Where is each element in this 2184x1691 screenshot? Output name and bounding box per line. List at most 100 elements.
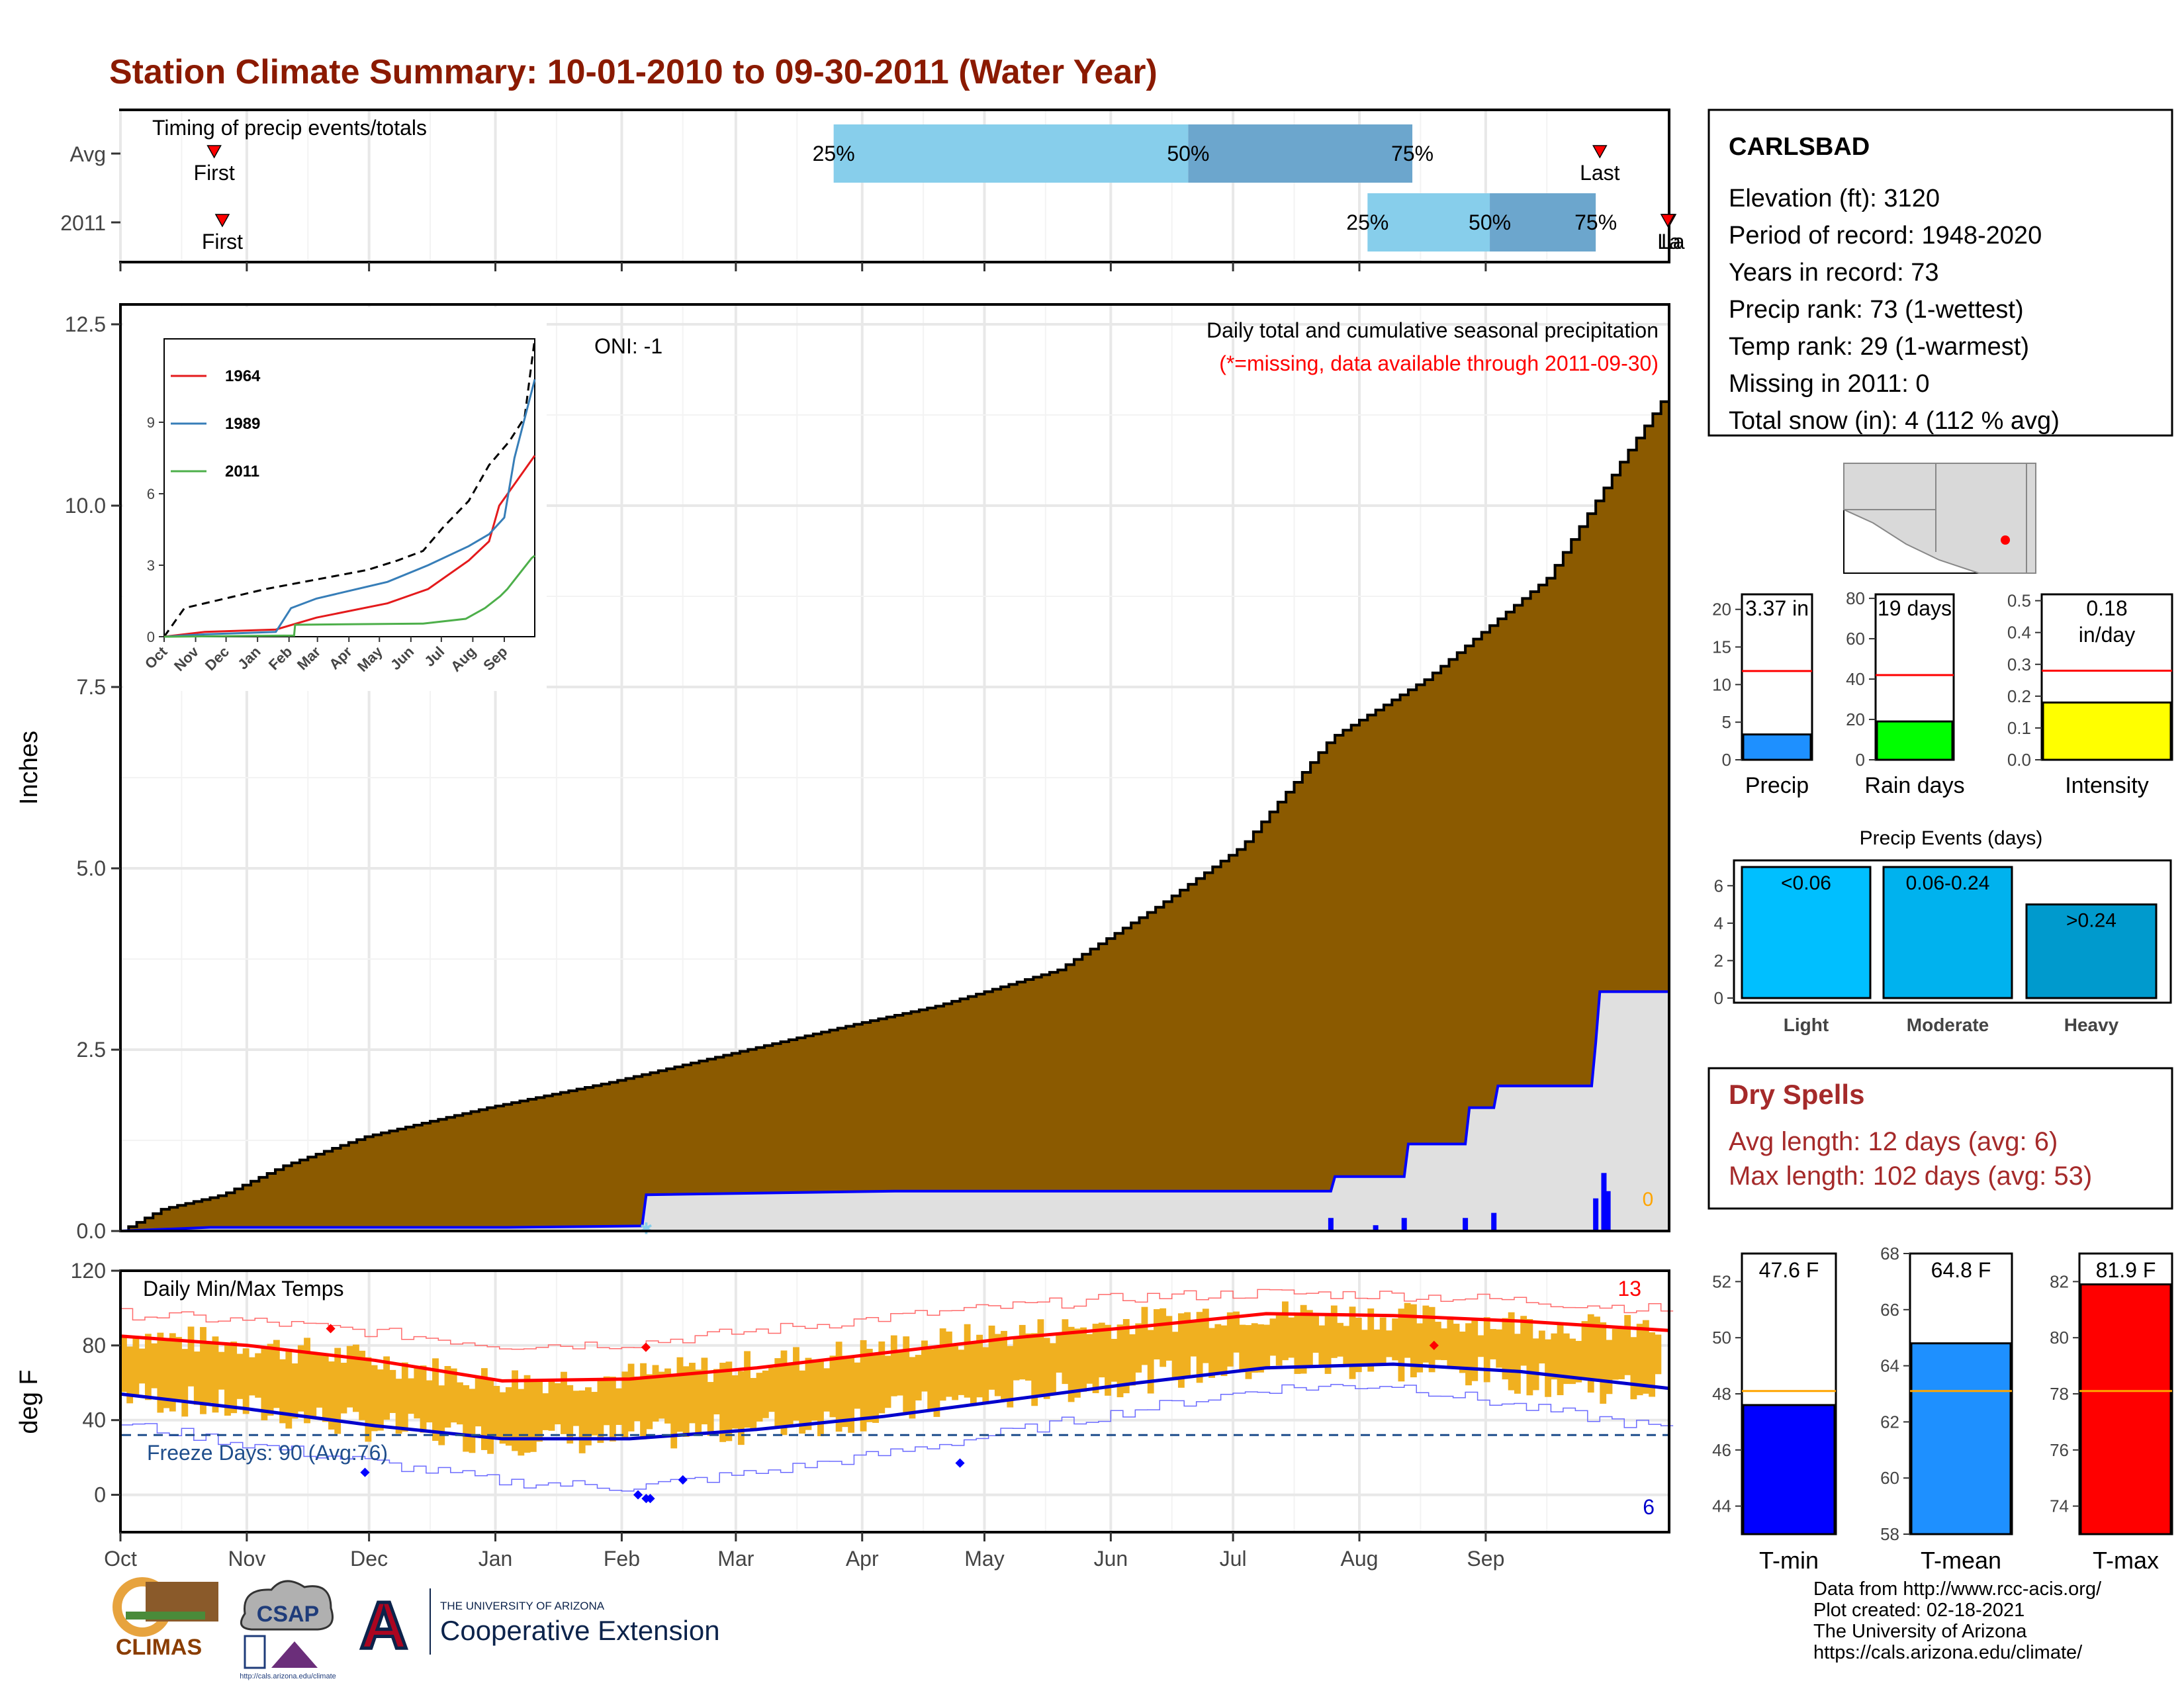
- daily-temp-bar: [493, 1386, 500, 1440]
- daily-temp-bar: [334, 1348, 341, 1434]
- daily-temp-bar: [138, 1348, 146, 1384]
- daily-temp-bar: [1105, 1324, 1111, 1396]
- daily-temp-bar: [267, 1344, 274, 1416]
- inset-plot-area: [163, 338, 535, 637]
- daily-temp-bar: [322, 1355, 329, 1422]
- daily-precip-bar: [1601, 1173, 1607, 1231]
- daily-temp-bar: [297, 1345, 304, 1412]
- freeze-days-label: Freeze Days: 90 (Avg:76): [147, 1441, 388, 1465]
- daily-temp-bar: [578, 1390, 586, 1453]
- events-title: Precip Events (days): [1860, 827, 2043, 849]
- csap-text: CSAP: [257, 1602, 319, 1627]
- daily-temp-bar: [713, 1369, 720, 1415]
- daily-temp-bar: [1129, 1334, 1136, 1386]
- daily-temp-bar: [1551, 1333, 1558, 1380]
- daily-temp-bar: [958, 1349, 965, 1395]
- daily-temp-bar: [255, 1353, 262, 1398]
- timing-first-label: First: [202, 230, 243, 253]
- temp-stat-y-tick-label: 62: [1880, 1412, 1899, 1432]
- credits: Data from http://www.rcc-acis.org/ Plot …: [1813, 1578, 2101, 1663]
- station-name: CARLSBAD: [1729, 133, 1870, 161]
- events-bar: [2025, 903, 2158, 999]
- daily-precip-bar: [1328, 1218, 1334, 1231]
- timing-bar-50-75: [1490, 193, 1596, 251]
- daily-temp-bar: [1226, 1312, 1234, 1367]
- daily-temp-bar: [835, 1342, 842, 1432]
- daily-temp-bar: [1508, 1312, 1515, 1391]
- daily-temp-bar: [1318, 1325, 1326, 1365]
- csap-url: http://cals.arizona.edu/climate: [240, 1672, 336, 1680]
- daily-temp-bar: [346, 1346, 353, 1408]
- logos: CLIMAS CSAP http://cals.arizona.edu/clim…: [113, 1577, 720, 1680]
- daily-temp-bar: [1147, 1330, 1154, 1394]
- ua-logo: A THE UNIVERSITY OF ARIZONA Cooperative …: [358, 1587, 719, 1665]
- timing-last-label: Last: [1580, 161, 1620, 185]
- daily-temp-bar: [1202, 1308, 1209, 1363]
- daily-temp-bar: [181, 1349, 189, 1417]
- daily-temp-bar: [1649, 1332, 1656, 1397]
- station-period: Period of record: 1948-2020: [1729, 222, 2042, 250]
- daily-temp-bar: [780, 1350, 788, 1436]
- daily-temp-bar: [1459, 1331, 1466, 1373]
- daily-temp-bar: [1490, 1329, 1496, 1359]
- timing-title: Timing of precip events/totals: [152, 116, 427, 140]
- temp-stat-y-tick-label: 50: [1712, 1328, 1731, 1348]
- timing-bar-25-50: [1367, 193, 1490, 251]
- daily-temp-bar: [823, 1368, 831, 1412]
- daily-precip-bar: [1401, 1218, 1407, 1231]
- temp-stat-y-tick-label: 44: [1712, 1496, 1731, 1516]
- daily-temp-bar: [450, 1368, 457, 1423]
- precip-y-tick-label: 10.0: [65, 494, 106, 518]
- daily-temp-bar: [860, 1340, 867, 1432]
- daily-temp-bar: [970, 1342, 977, 1406]
- daily-temp-bar: [1655, 1334, 1662, 1375]
- daily-temp-bar: [487, 1379, 494, 1454]
- daily-temp-bar: [909, 1357, 916, 1419]
- stat-bar-y-tick-label: 60: [1846, 629, 1865, 649]
- month-label: Dec: [350, 1547, 388, 1571]
- daily-temp-bar: [1300, 1304, 1307, 1374]
- temp-stat-y-tick-label: 78: [2050, 1384, 2069, 1404]
- temp-stat-fill: [1910, 1342, 2012, 1535]
- daily-temp-bar: [359, 1350, 366, 1420]
- ua-small-text: THE UNIVERSITY OF ARIZONA: [440, 1600, 605, 1612]
- daily-temp-bar: [1043, 1338, 1050, 1399]
- daily-temp-bar: [854, 1362, 861, 1409]
- daily-temp-bar: [169, 1333, 176, 1412]
- daily-temp-bar: [1294, 1314, 1301, 1374]
- daily-temp-bar: [389, 1369, 396, 1413]
- stat-bar-y-tick-label: 20: [1712, 600, 1731, 619]
- daily-temp-bar: [1581, 1321, 1588, 1379]
- daily-temp-bar: [193, 1351, 201, 1405]
- daily-temp-bar: [328, 1361, 335, 1430]
- daily-temp-bar: [1563, 1333, 1570, 1385]
- precip-events-chart: Precip Events (days) 0 2 4 6 <0.06 Light 0.06-…: [1714, 827, 2172, 1035]
- stat-bar-y-tick-label: 10: [1712, 674, 1731, 694]
- daily-temp-bar: [1062, 1319, 1069, 1385]
- station-missing: Missing in 2011: 0: [1729, 370, 1929, 398]
- daily-temp-bar: [1575, 1341, 1582, 1383]
- temp-y-tick-label: 40: [82, 1408, 106, 1432]
- stat-bar-value-line: in/day: [2079, 623, 2135, 647]
- dry-spells-box: Dry Spells Avg length: 12 days (avg: 6) …: [1707, 1067, 2173, 1210]
- timing-grid: [119, 111, 1548, 271]
- daily-temp-bar: [126, 1346, 134, 1404]
- daily-temp-bar: [1288, 1317, 1295, 1358]
- stat-bar-fill: [1876, 720, 1954, 761]
- station-elevation: Elevation (ft): 3120: [1729, 185, 1940, 212]
- inset-series-line: [163, 555, 535, 638]
- daily-temp-bar: [1098, 1322, 1105, 1378]
- daily-temp-bar: [353, 1344, 359, 1412]
- daily-precip-bar: [1605, 1191, 1611, 1231]
- daily-temp-bar: [1624, 1314, 1631, 1375]
- temp-y-axis: 0 40 80 120: [71, 1259, 120, 1507]
- station-precip-rank: Precip rank: 73 (1-wettest): [1729, 296, 2024, 324]
- temp-stat-value-label: 64.8 F: [1931, 1258, 1991, 1282]
- daily-temp-bar: [701, 1357, 708, 1425]
- avg-max-line: [120, 1312, 1670, 1383]
- daily-temp-bar: [1447, 1316, 1454, 1368]
- daily-temp-bar: [652, 1365, 659, 1422]
- timing-p75-label: 75%: [1391, 142, 1433, 165]
